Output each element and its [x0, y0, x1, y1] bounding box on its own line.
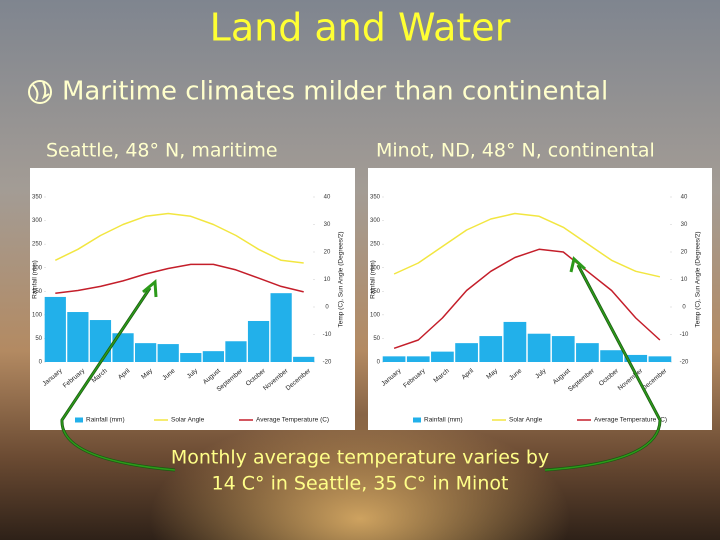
y2-tick-label: 0 [325, 305, 329, 311]
y-tick-label: 0 [377, 360, 381, 366]
bar [576, 343, 599, 362]
y2-tick-label: 20 [681, 250, 688, 256]
bar [406, 356, 430, 362]
y-axis-label: Rainfall (mm) [32, 260, 39, 299]
bar [479, 336, 503, 362]
slide-title: Land and Water [210, 6, 511, 50]
bar [112, 333, 134, 362]
y2-tick-label: -20 [680, 360, 689, 366]
y-tick-label: 100 [32, 312, 43, 318]
bar [89, 320, 112, 362]
y-tick-label: 150 [370, 289, 381, 295]
bar [157, 344, 179, 362]
y-tick-label: 200 [370, 265, 381, 271]
y-tick-label: 0 [39, 360, 43, 366]
y2-axis-label: Temp (C), Sun Angle (Degrees/2) [338, 231, 345, 327]
bar [648, 356, 672, 362]
y2-tick-label: 40 [681, 195, 688, 201]
y2-tick-label: -20 [323, 360, 332, 366]
legend-label: Average Temperature (C) [594, 417, 667, 424]
legend-label: Solar Angle [171, 417, 205, 424]
bullet-icon [28, 80, 52, 104]
y2-tick-label: 30 [324, 222, 331, 228]
bullet-text: Maritime climates milder than continenta… [62, 77, 608, 107]
y-tick-label: 50 [35, 336, 42, 342]
bar [180, 353, 202, 362]
bar [44, 296, 66, 362]
legend-label: Solar Angle [509, 417, 543, 424]
bar [202, 351, 224, 362]
y2-axis-label: Temp (C), Sun Angle (Degrees/2) [695, 231, 702, 327]
y2-tick-label: 0 [682, 305, 686, 311]
y-tick-label: 350 [32, 195, 43, 201]
bar [600, 350, 623, 362]
line-series [393, 248, 661, 350]
bar [455, 343, 478, 362]
bar [293, 356, 315, 362]
y2-tick-label: -10 [323, 332, 332, 338]
y-tick-label: 350 [370, 195, 381, 201]
y-tick-label: 300 [370, 218, 381, 224]
bar [624, 354, 648, 362]
bar [67, 312, 89, 362]
y2-tick-label: -10 [680, 332, 689, 338]
chart-caption: Seattle, 48° N, maritime [46, 140, 278, 162]
note-text: Monthly average temperature varies by [171, 447, 549, 469]
y-tick-label: 250 [370, 242, 381, 248]
bar [382, 356, 406, 362]
y-tick-label: 150 [32, 289, 43, 295]
y2-tick-label: 20 [324, 250, 331, 256]
line-series [393, 212, 661, 278]
bar [247, 320, 270, 362]
legend-label: Rainfall (mm) [86, 417, 125, 424]
chart-panel [368, 168, 712, 430]
legend-label: Average Temperature (C) [256, 417, 329, 424]
y-tick-label: 50 [373, 336, 380, 342]
y-tick-label: 100 [370, 312, 381, 318]
y2-tick-label: 30 [681, 222, 688, 228]
note-text: 14 C° in Seattle, 35 C° in Minot [212, 473, 509, 495]
arrows [60, 256, 662, 472]
bar [270, 293, 292, 362]
bar [225, 341, 247, 362]
y2-tick-label: 10 [324, 277, 331, 283]
bar [527, 333, 551, 362]
legend-swatch [75, 417, 83, 423]
y2-tick-label: 40 [324, 195, 331, 201]
bar [503, 321, 527, 362]
bar [135, 343, 157, 362]
line-series [54, 212, 304, 264]
y2-tick-label: 10 [681, 277, 688, 283]
y-tick-label: 200 [32, 265, 43, 271]
bar [431, 351, 454, 362]
line-series [55, 263, 304, 295]
y-tick-label: 250 [32, 242, 43, 248]
y-axis-label: Rainfall (mm) [370, 260, 377, 299]
legend-swatch [413, 417, 421, 423]
legend-label: Rainfall (mm) [424, 417, 463, 424]
chart-caption: Minot, ND, 48° N, continental [376, 140, 655, 162]
y-tick-label: 300 [32, 218, 43, 224]
bar [551, 336, 575, 362]
chart-panel [30, 168, 355, 430]
